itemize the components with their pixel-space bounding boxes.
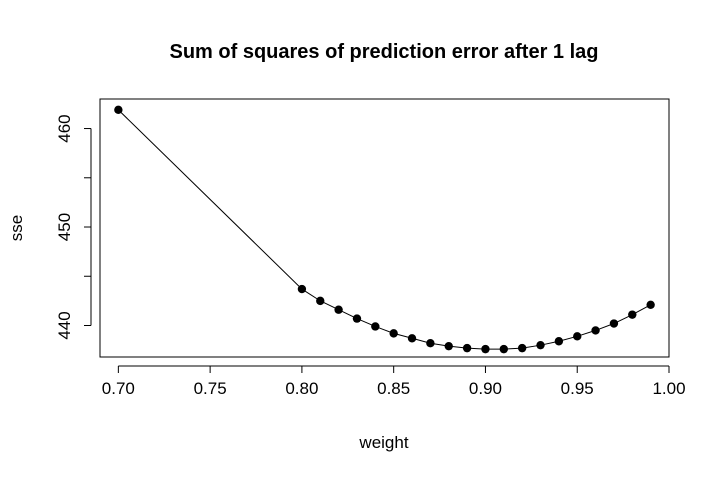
data-point — [628, 310, 637, 319]
chart-title: Sum of squares of prediction error after… — [170, 41, 599, 63]
data-point — [371, 322, 380, 331]
x-tick-label: 0.85 — [377, 379, 410, 398]
data-point — [646, 300, 655, 310]
y-axis-label: sse — [7, 215, 26, 241]
data-point — [462, 343, 472, 353]
series-line — [118, 109, 651, 350]
data-point — [591, 326, 600, 335]
x-tick-label: 0.70 — [102, 379, 135, 398]
data-point — [426, 339, 435, 348]
data-point — [316, 296, 325, 306]
x-axis-label: weight — [358, 433, 408, 452]
data-point — [444, 341, 453, 351]
data-point — [536, 340, 545, 350]
x-axis: 0.70 0.75 0.80 0.85 0.90 0.95 1.00 — [102, 365, 686, 398]
data-point — [517, 343, 527, 353]
data-point — [407, 334, 417, 343]
data-point — [334, 305, 343, 314]
plot-frame — [99, 98, 670, 358]
x-tick-label: 0.75 — [194, 379, 227, 398]
x-tick-label: 1.00 — [652, 379, 685, 398]
data-point — [114, 105, 123, 115]
data-point — [554, 337, 564, 346]
data-point — [481, 344, 490, 354]
data-point — [352, 314, 362, 323]
data-point — [297, 284, 307, 294]
y-axis: 440 450 460 — [55, 114, 92, 340]
y-tick-label: 440 — [55, 311, 74, 339]
data-point — [573, 332, 582, 341]
data-point — [609, 319, 619, 328]
data-series — [114, 105, 655, 354]
y-tick-label: 450 — [55, 213, 74, 241]
x-tick-label: 0.90 — [469, 379, 502, 398]
data-point — [499, 344, 509, 354]
x-tick-label: 0.80 — [285, 379, 318, 398]
x-tick-label: 0.95 — [561, 379, 594, 398]
data-point — [389, 329, 398, 338]
y-tick-label: 460 — [55, 114, 74, 142]
